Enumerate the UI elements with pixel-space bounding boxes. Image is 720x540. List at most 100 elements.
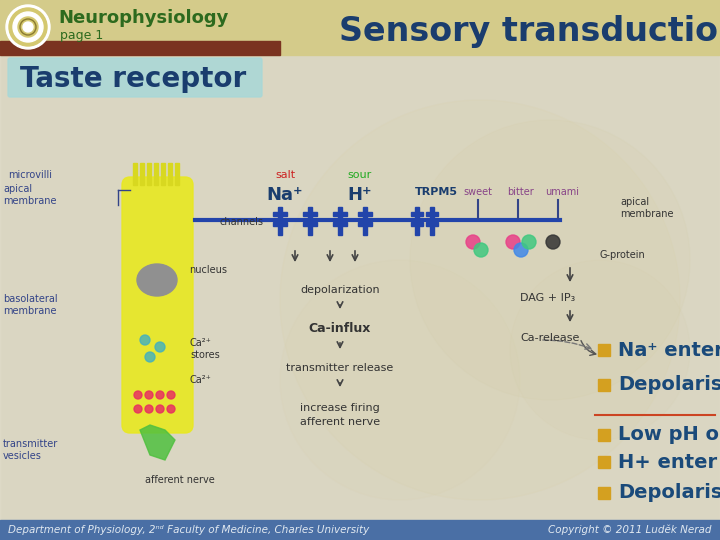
Text: afferent nerve: afferent nerve bbox=[145, 475, 215, 485]
Text: umami: umami bbox=[545, 187, 579, 197]
Text: page 1: page 1 bbox=[60, 30, 103, 43]
Text: transmitter release: transmitter release bbox=[287, 363, 394, 373]
Circle shape bbox=[280, 260, 520, 500]
Circle shape bbox=[514, 243, 528, 257]
Text: Taste receptor: Taste receptor bbox=[20, 65, 246, 93]
Circle shape bbox=[167, 405, 175, 413]
Polygon shape bbox=[140, 425, 175, 460]
Circle shape bbox=[522, 235, 536, 249]
Text: Copyright © 2011 Luděk Nerad: Copyright © 2011 Luděk Nerad bbox=[549, 525, 712, 535]
Bar bbox=[598, 344, 610, 356]
Text: nucleus: nucleus bbox=[189, 265, 227, 275]
Bar bbox=[147, 163, 151, 185]
Bar bbox=[273, 222, 287, 226]
Bar bbox=[430, 207, 434, 235]
FancyBboxPatch shape bbox=[122, 177, 193, 433]
Text: DAG + IP₃: DAG + IP₃ bbox=[520, 293, 575, 303]
Circle shape bbox=[13, 12, 43, 42]
Bar bbox=[161, 163, 165, 185]
Bar bbox=[411, 222, 423, 226]
Text: Low pH opens H⁺ ch.: Low pH opens H⁺ ch. bbox=[618, 426, 720, 444]
Bar bbox=[278, 207, 282, 235]
Text: Na⁺ enter cell: Na⁺ enter cell bbox=[618, 341, 720, 360]
Text: channels: channels bbox=[220, 217, 264, 227]
Ellipse shape bbox=[137, 264, 177, 296]
Circle shape bbox=[155, 342, 165, 352]
Circle shape bbox=[410, 120, 690, 400]
Circle shape bbox=[145, 405, 153, 413]
Text: increase firing: increase firing bbox=[300, 403, 380, 413]
Text: Neurophysiology: Neurophysiology bbox=[58, 9, 228, 27]
Text: basolateral
membrane: basolateral membrane bbox=[3, 294, 58, 316]
Text: salt: salt bbox=[275, 170, 295, 180]
Bar bbox=[426, 222, 438, 226]
Text: Depolarisation: Depolarisation bbox=[618, 483, 720, 503]
Text: Ca²⁺: Ca²⁺ bbox=[190, 375, 212, 385]
Circle shape bbox=[18, 17, 38, 37]
Circle shape bbox=[140, 335, 150, 345]
Bar bbox=[338, 207, 342, 235]
Bar bbox=[168, 163, 172, 185]
Text: afferent nerve: afferent nerve bbox=[300, 417, 380, 427]
Bar bbox=[140, 163, 144, 185]
FancyBboxPatch shape bbox=[8, 58, 262, 97]
Circle shape bbox=[145, 352, 155, 362]
Text: G-protein: G-protein bbox=[600, 250, 646, 260]
Text: H+ enter cell: H+ enter cell bbox=[618, 453, 720, 471]
Bar bbox=[308, 207, 312, 235]
Bar bbox=[273, 212, 287, 216]
Bar bbox=[415, 207, 419, 235]
Text: apical
membrane: apical membrane bbox=[620, 197, 673, 219]
Bar bbox=[598, 456, 610, 468]
Bar bbox=[133, 163, 137, 185]
Text: Na⁺: Na⁺ bbox=[266, 186, 303, 204]
Circle shape bbox=[156, 391, 164, 399]
Text: sour: sour bbox=[348, 170, 372, 180]
Text: Depolarisation: Depolarisation bbox=[618, 375, 720, 395]
Bar bbox=[333, 222, 347, 226]
Text: Department of Physiology, 2ⁿᵈ Faculty of Medicine, Charles University: Department of Physiology, 2ⁿᵈ Faculty of… bbox=[8, 525, 369, 535]
Bar bbox=[303, 212, 317, 216]
Circle shape bbox=[156, 405, 164, 413]
Bar bbox=[175, 163, 179, 185]
Text: Ca-release: Ca-release bbox=[520, 333, 580, 343]
Bar bbox=[0, 41, 280, 55]
Bar bbox=[154, 163, 158, 185]
Circle shape bbox=[9, 8, 47, 46]
Text: transmitter
vesicles: transmitter vesicles bbox=[3, 439, 58, 461]
Text: bitter: bitter bbox=[507, 187, 534, 197]
Circle shape bbox=[23, 22, 33, 32]
Circle shape bbox=[134, 391, 142, 399]
Bar bbox=[358, 212, 372, 216]
Text: TRPM5: TRPM5 bbox=[415, 187, 458, 197]
Text: H⁺: H⁺ bbox=[348, 186, 372, 204]
Circle shape bbox=[506, 235, 520, 249]
Bar bbox=[411, 212, 423, 216]
Circle shape bbox=[134, 405, 142, 413]
Bar bbox=[0, 0, 720, 55]
Circle shape bbox=[510, 260, 690, 440]
Bar bbox=[598, 379, 610, 391]
Bar bbox=[0, 520, 720, 540]
Bar bbox=[333, 212, 347, 216]
Circle shape bbox=[6, 5, 50, 49]
Text: depolarization: depolarization bbox=[300, 285, 380, 295]
Bar bbox=[303, 222, 317, 226]
Circle shape bbox=[466, 235, 480, 249]
Bar bbox=[598, 429, 610, 441]
Text: Sensory transduction: Sensory transduction bbox=[338, 16, 720, 49]
Bar bbox=[426, 212, 438, 216]
Text: stores: stores bbox=[190, 350, 220, 360]
Text: sweet: sweet bbox=[464, 187, 492, 197]
Circle shape bbox=[280, 100, 680, 500]
Text: microvilli: microvilli bbox=[8, 170, 52, 180]
Bar bbox=[0, 55, 720, 520]
Text: Ca²⁺: Ca²⁺ bbox=[190, 338, 212, 348]
Circle shape bbox=[167, 391, 175, 399]
Bar bbox=[363, 207, 367, 235]
Text: Ca-influx: Ca-influx bbox=[309, 321, 372, 334]
Circle shape bbox=[546, 235, 560, 249]
Bar bbox=[358, 222, 372, 226]
Text: apical
membrane: apical membrane bbox=[3, 184, 56, 206]
Circle shape bbox=[145, 391, 153, 399]
